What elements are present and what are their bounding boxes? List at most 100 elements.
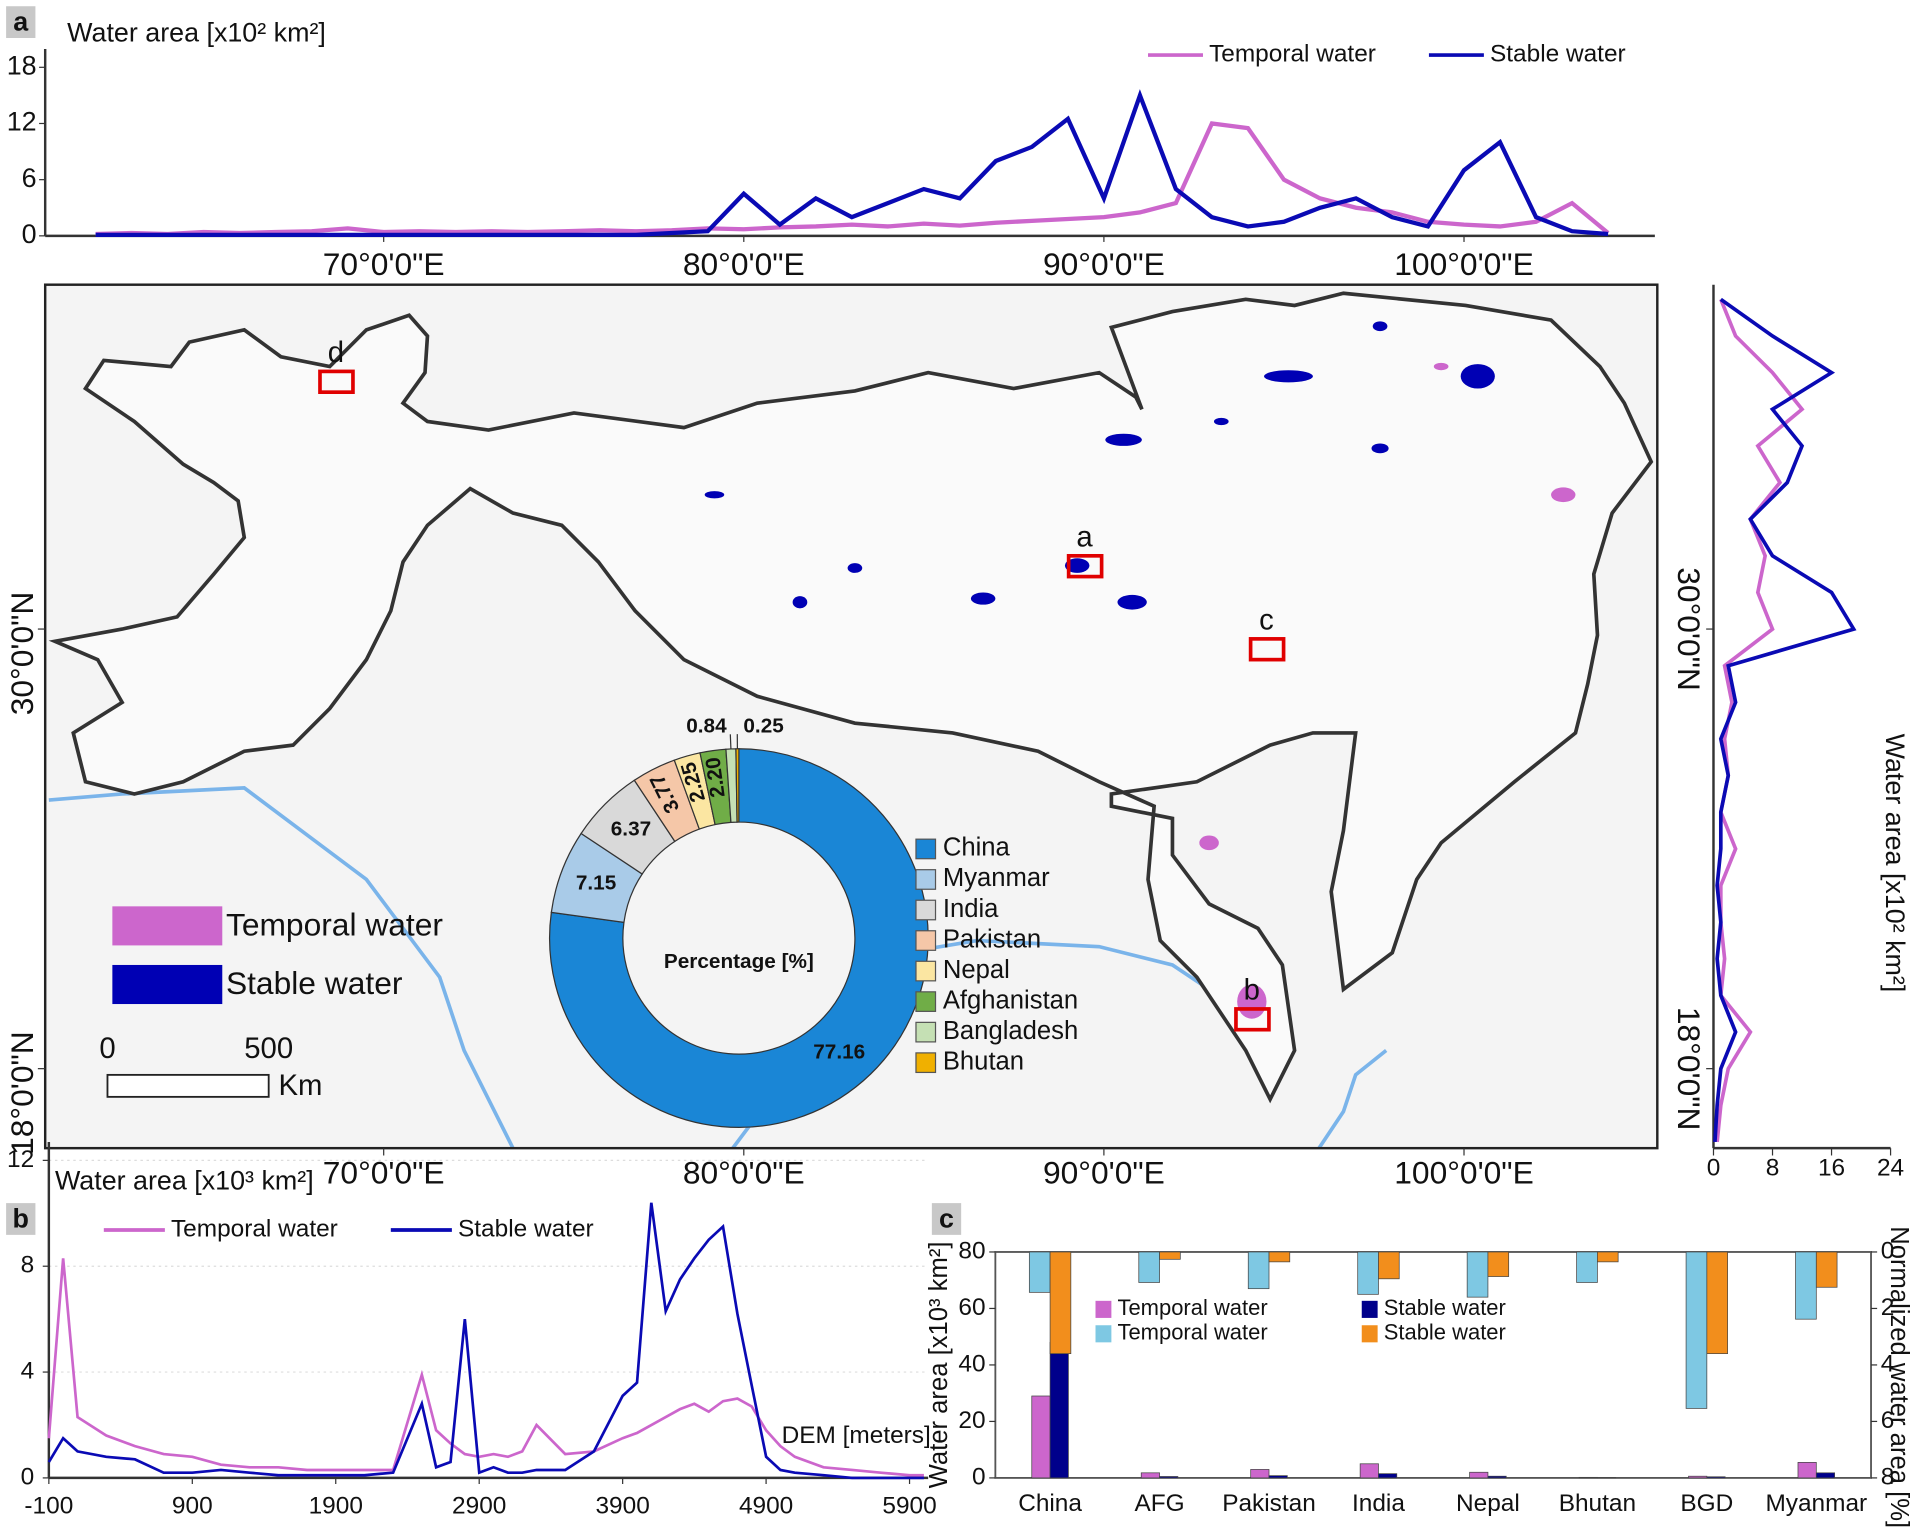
x-tick-label: AFG (1134, 1490, 1184, 1517)
x-tick-label: 90°0'0"E (1043, 246, 1165, 282)
bar (1028, 1251, 1051, 1293)
legend-swatch (1095, 1300, 1112, 1318)
y-tick-label: 18 (7, 50, 37, 80)
x-tick-label: 900 (172, 1493, 213, 1520)
bar (1578, 1476, 1598, 1479)
bar (1049, 1341, 1069, 1479)
y-tick-label: 0 (21, 1463, 35, 1490)
bar (1815, 1472, 1835, 1479)
y-tick-label: 0 (972, 1463, 986, 1490)
y-tick-label: 30°0'0"N (1671, 567, 1707, 691)
chart-title: Water area [x10² km²] (67, 17, 326, 47)
panel-label: a (13, 6, 29, 36)
scale-bar (106, 1073, 270, 1098)
x-tick-label: Myanmar (1765, 1490, 1867, 1517)
map-lat-label: 18°0'0"N (4, 1031, 40, 1155)
lake (1372, 321, 1388, 332)
legend-swatch (915, 991, 937, 1012)
y-tick-label: 0 (22, 219, 37, 249)
bar (1469, 1471, 1489, 1479)
bar (1140, 1472, 1160, 1479)
bar (1359, 1463, 1379, 1479)
panel-label-box (931, 1203, 962, 1235)
legend-label: Stable water (458, 1215, 594, 1242)
y2-tick-label: 4 (1881, 1350, 1895, 1377)
plot-frame (994, 1251, 1872, 1479)
y-tick-label: 6 (22, 163, 37, 193)
legend-label: Temporal water (1117, 1295, 1267, 1320)
bar (1815, 1251, 1838, 1288)
map-lon-label: 100°0'0"E (1394, 1154, 1533, 1190)
map-lat-label: 30°0'0"N (4, 592, 40, 716)
study-box (1234, 1007, 1271, 1032)
series-line (47, 1258, 924, 1477)
y-tick-label: 40 (958, 1350, 985, 1377)
legend-swatch (915, 960, 937, 982)
lake (1117, 594, 1147, 610)
x-tick-label: 100°0'0"E (1394, 246, 1533, 282)
x-tick-label: 8 (1766, 1154, 1780, 1181)
bar (1247, 1251, 1270, 1290)
patch (1433, 362, 1449, 371)
region-outline (48, 291, 1654, 1104)
bar (1357, 1251, 1379, 1295)
y2-tick-label: 6 (1881, 1407, 1895, 1434)
scale-label: 500 (244, 1032, 293, 1065)
y-tick-label: 8 (21, 1252, 35, 1279)
legend-label: India (943, 895, 999, 923)
lakes (704, 321, 1495, 610)
lake (1105, 433, 1142, 446)
series-line (1713, 297, 1857, 1143)
chart-title: Water area [x10³ km²] (55, 1165, 314, 1195)
legend-label: Stable water (226, 965, 403, 1001)
pie-slice (735, 748, 740, 823)
lake (704, 491, 725, 499)
legend-swatch (915, 1021, 937, 1043)
x-axis-title: DEM [meters] (782, 1422, 931, 1449)
data-label: 77.16 (813, 1041, 865, 1064)
bar (1159, 1476, 1179, 1479)
legend-swatch (112, 964, 223, 1005)
y-axis-title: Water area [x10³ km²] (925, 1242, 953, 1489)
bar (1250, 1469, 1270, 1479)
bar (1466, 1251, 1489, 1298)
panel-label: b (13, 1203, 29, 1233)
y-tick-label: 60 (958, 1294, 985, 1321)
x-tick-label: Bhutan (1559, 1490, 1636, 1517)
data-label: 2.20 (701, 756, 729, 799)
bar (1268, 1251, 1291, 1263)
legend-label: Temporal water (171, 1215, 338, 1242)
x-tick-label: BGD (1680, 1490, 1733, 1517)
x-tick-label: Nepal (1456, 1490, 1520, 1517)
bar (1487, 1475, 1507, 1479)
x-tick-label: 16 (1818, 1154, 1845, 1181)
legend-label: Stable water (1384, 1295, 1506, 1320)
patch (1551, 487, 1576, 503)
lake (1371, 443, 1389, 454)
y-tick-label: 18°0'0"N (1671, 1007, 1707, 1131)
study-box-label: c (1259, 604, 1274, 637)
y2-tick-label: 8 (1881, 1463, 1895, 1490)
legend-swatch (915, 869, 937, 890)
study-box (1248, 637, 1286, 662)
bar (1706, 1251, 1728, 1355)
bar (1576, 1251, 1598, 1283)
bar (1487, 1251, 1510, 1277)
legend-label: China (943, 834, 1011, 862)
series-line (47, 1202, 924, 1480)
panel-label-box (6, 6, 36, 38)
bar (1795, 1251, 1817, 1320)
bar (1685, 1251, 1708, 1409)
legend-swatch (112, 906, 223, 946)
bar (1378, 1251, 1400, 1280)
y-tick-label: 80 (958, 1237, 985, 1264)
panel-label-box (6, 1203, 36, 1235)
y2-axis-title: Normalized water area [%] (1885, 1226, 1913, 1528)
lake (1264, 370, 1313, 383)
x-tick-label: 3900 (595, 1493, 649, 1520)
x-tick-label: 4900 (739, 1493, 793, 1520)
legend-swatch (915, 930, 937, 951)
legend-label: Temporal water (226, 906, 443, 942)
x-tick-label: 0 (1707, 1154, 1721, 1181)
axis-title: Water area [x10² km²] (1880, 734, 1910, 993)
